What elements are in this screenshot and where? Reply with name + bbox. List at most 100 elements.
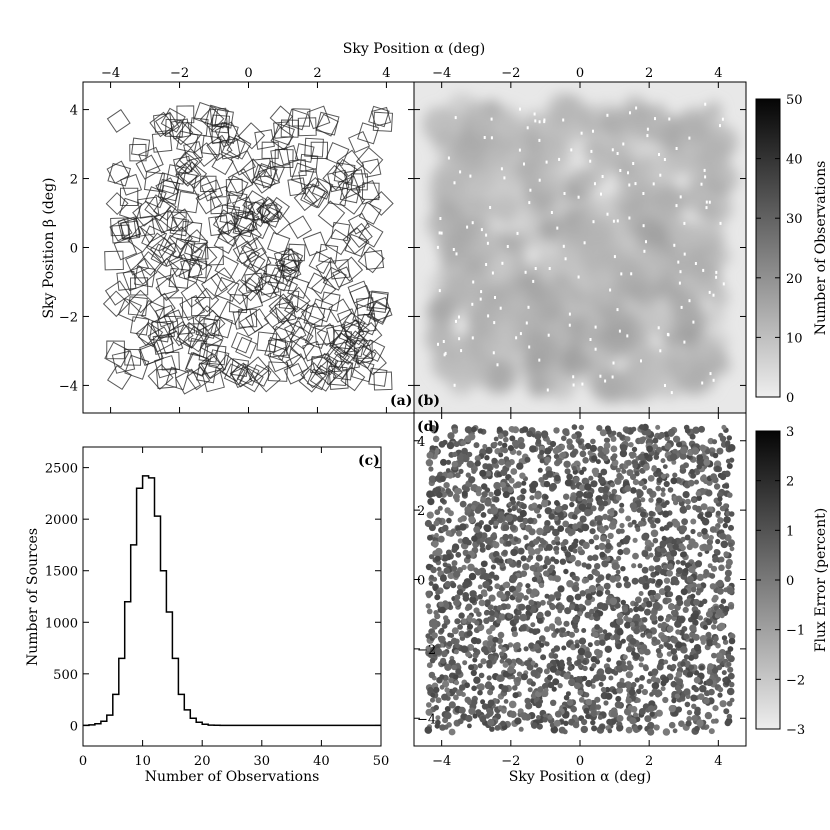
source-point bbox=[493, 574, 500, 581]
footprint bbox=[322, 266, 347, 291]
source-point bbox=[643, 648, 651, 656]
source-point bbox=[505, 514, 513, 523]
coverage-blob bbox=[704, 305, 727, 327]
source-point bbox=[620, 566, 626, 572]
source-point bbox=[635, 596, 642, 604]
source-point bbox=[675, 559, 681, 565]
coverage-gap bbox=[438, 231, 441, 235]
source-point bbox=[679, 506, 688, 514]
source-point bbox=[639, 624, 647, 632]
source-point bbox=[715, 608, 723, 616]
footprint bbox=[290, 335, 315, 360]
source-point bbox=[680, 536, 686, 543]
source-point bbox=[701, 543, 708, 551]
source-point bbox=[602, 500, 609, 507]
source-point bbox=[662, 564, 668, 570]
source-point bbox=[648, 497, 654, 503]
colorbar-observations-tick-label: 10 bbox=[786, 331, 803, 346]
coverage-gap bbox=[572, 375, 575, 379]
footprint bbox=[272, 276, 299, 302]
panel-d-ytick-label: 4 bbox=[417, 435, 425, 450]
footprint bbox=[320, 291, 341, 312]
source-point bbox=[486, 464, 492, 471]
source-point bbox=[661, 676, 670, 684]
source-point bbox=[680, 646, 688, 654]
source-point bbox=[693, 676, 701, 684]
coverage-gap bbox=[538, 358, 541, 362]
coverage-gap bbox=[619, 169, 622, 172]
source-point bbox=[446, 640, 453, 647]
footprint bbox=[210, 267, 236, 292]
source-point bbox=[534, 562, 540, 568]
source-point bbox=[600, 535, 607, 542]
source-point bbox=[690, 518, 697, 525]
source-point bbox=[635, 527, 641, 532]
source-point bbox=[615, 643, 622, 650]
source-point bbox=[666, 569, 673, 577]
source-point bbox=[563, 493, 570, 500]
source-point bbox=[467, 623, 473, 630]
source-point bbox=[592, 631, 599, 638]
source-point bbox=[588, 538, 595, 545]
source-point bbox=[588, 475, 594, 481]
footprint bbox=[328, 298, 353, 323]
source-point bbox=[710, 565, 718, 572]
source-point bbox=[578, 637, 587, 645]
source-point bbox=[656, 477, 663, 484]
source-point bbox=[454, 472, 461, 479]
footprint bbox=[217, 221, 243, 247]
coverage-gap bbox=[616, 152, 619, 155]
source-point bbox=[585, 563, 592, 570]
source-point bbox=[679, 452, 687, 460]
source-point bbox=[561, 645, 567, 651]
source-point bbox=[591, 710, 597, 717]
source-point bbox=[490, 564, 496, 570]
footprint bbox=[239, 367, 264, 393]
source-point bbox=[426, 511, 434, 519]
source-point bbox=[540, 599, 546, 606]
coverage-gap bbox=[642, 192, 645, 195]
coverage-blob bbox=[582, 315, 605, 338]
footprint bbox=[274, 301, 297, 324]
source-point bbox=[728, 637, 736, 645]
source-point bbox=[488, 491, 494, 497]
footprint bbox=[343, 169, 365, 191]
panel-c-ytick-label: 500 bbox=[53, 668, 78, 683]
source-point bbox=[605, 538, 611, 544]
source-point bbox=[595, 515, 604, 523]
footprint bbox=[198, 353, 224, 379]
source-point bbox=[680, 694, 685, 700]
source-point bbox=[426, 451, 434, 459]
source-point bbox=[508, 477, 515, 484]
footprint bbox=[230, 358, 250, 377]
source-point bbox=[569, 495, 576, 502]
coverage-gap bbox=[577, 275, 580, 279]
coverage-blob bbox=[638, 152, 656, 170]
footprint bbox=[328, 331, 356, 359]
source-point bbox=[686, 671, 694, 678]
footprint bbox=[155, 277, 180, 302]
source-point bbox=[592, 674, 601, 682]
source-point bbox=[427, 687, 434, 694]
source-point bbox=[453, 441, 460, 448]
source-point bbox=[703, 569, 710, 575]
source-point bbox=[568, 678, 576, 686]
footprint bbox=[119, 187, 139, 207]
footprint bbox=[258, 274, 280, 296]
source-point bbox=[638, 708, 646, 715]
footprint bbox=[197, 321, 224, 348]
source-point bbox=[649, 613, 658, 622]
source-point bbox=[709, 583, 717, 590]
source-point bbox=[716, 447, 724, 455]
panel-a-xtick-label-top: 2 bbox=[313, 66, 321, 81]
source-point bbox=[564, 607, 572, 615]
source-point bbox=[562, 539, 569, 546]
coverage-gap bbox=[705, 200, 708, 204]
source-point bbox=[638, 656, 645, 662]
footprint bbox=[343, 319, 370, 346]
source-point bbox=[481, 491, 488, 498]
source-point bbox=[454, 618, 461, 625]
source-point bbox=[578, 503, 586, 511]
colorbar-flux-error-tick-label: 0 bbox=[786, 574, 794, 589]
source-point bbox=[721, 635, 728, 641]
